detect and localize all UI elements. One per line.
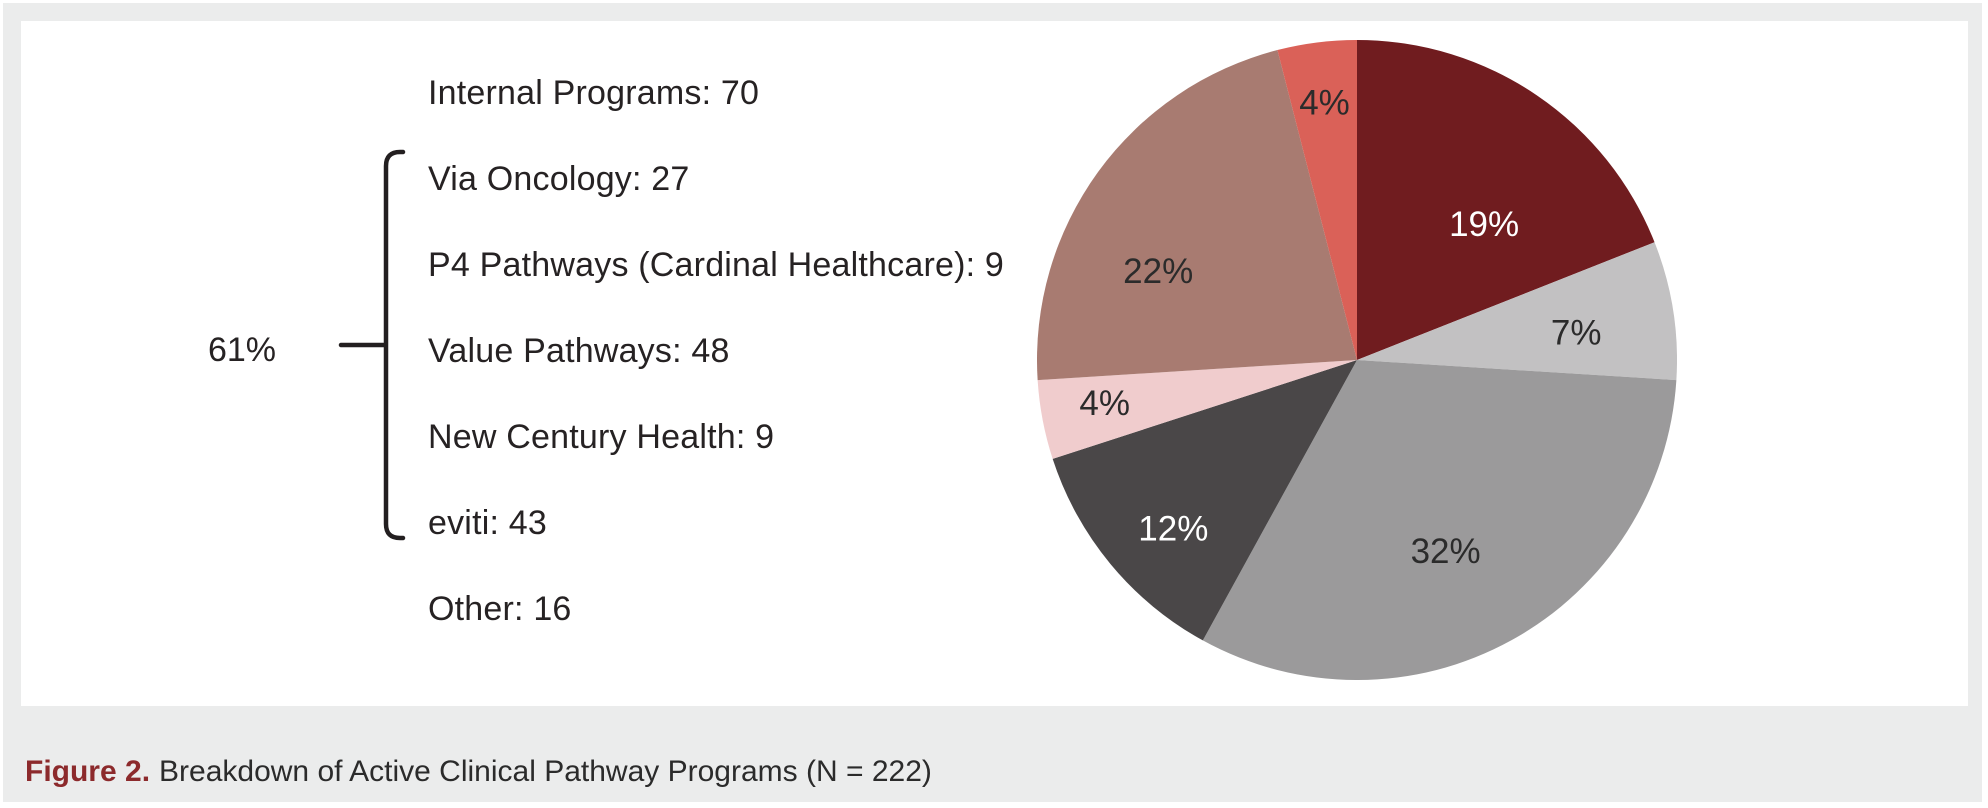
- pie-slice: [1052, 360, 1357, 641]
- pie-slice: [1202, 360, 1677, 680]
- legend-item: Via Oncology: 27: [428, 159, 690, 198]
- legend-item: eviti: 43: [428, 503, 547, 542]
- legend-item: Other: 16: [428, 589, 572, 628]
- pie-slice-label: 22%: [1123, 252, 1193, 291]
- pie-slice: [1037, 360, 1357, 459]
- pie-slice: [1357, 242, 1677, 381]
- legend-item: Value Pathways: 48: [428, 331, 730, 370]
- figure-caption-number: Figure 2.: [25, 755, 151, 788]
- pie-slice-label: 4%: [1079, 384, 1130, 423]
- legend-item: New Century Health: 9: [428, 417, 775, 456]
- pie-slice-label: 32%: [1411, 532, 1481, 571]
- figure-caption: Figure 2. Breakdown of Active Clinical Pa…: [25, 753, 932, 790]
- pie-slice-label: 4%: [1299, 83, 1350, 122]
- legend-list: Internal Programs: 70 Via Oncology: 27 P…: [428, 50, 1004, 652]
- pie-slice: [1037, 50, 1357, 381]
- group-share-label: 61%: [207, 331, 277, 369]
- pie-slice: [1277, 40, 1357, 360]
- pie-chart: 19% 7% 32% 12% 4% 22% 4%: [1037, 40, 1677, 680]
- legend-item: P4 Pathways (Cardinal Healthcare): 9: [428, 245, 1005, 284]
- pie-slice: [1357, 40, 1655, 360]
- pie-slice-label: 19%: [1449, 205, 1519, 244]
- figure-caption-text: Breakdown of Active Clinical Pathway Pro…: [159, 755, 932, 788]
- legend-item: Internal Programs: 70: [428, 73, 760, 112]
- pie-slice-label: 12%: [1138, 509, 1208, 548]
- pie-slice-label: 7%: [1551, 314, 1602, 353]
